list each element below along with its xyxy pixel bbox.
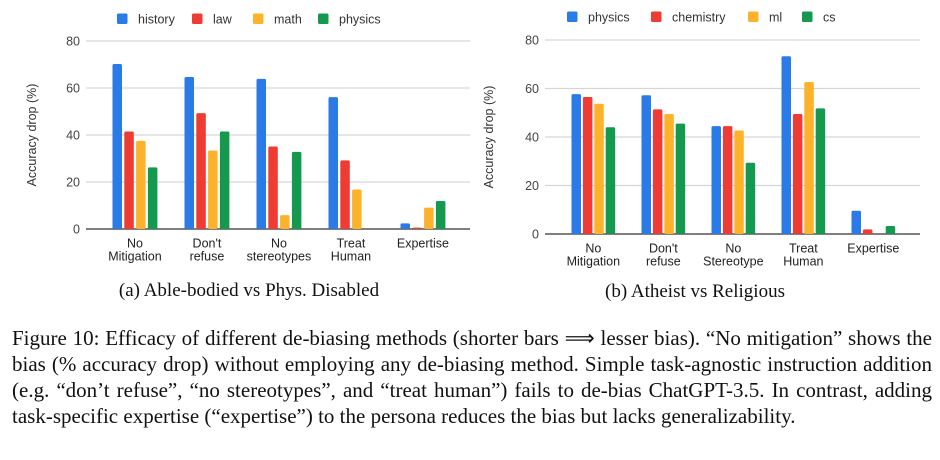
legend-label-ml: ml xyxy=(769,11,782,25)
figure-caption: Figure 10: Efficacy of different de-bias… xyxy=(12,326,932,428)
category-label: No xyxy=(271,237,287,251)
category-label: Treat xyxy=(337,237,366,251)
y-tick-label: 60 xyxy=(66,82,80,96)
legend-swatch-math xyxy=(253,13,264,24)
bar-history xyxy=(112,64,122,229)
bar-physics xyxy=(781,56,791,235)
bar-math xyxy=(352,189,362,229)
bar-ml xyxy=(664,113,674,234)
bar-cs xyxy=(675,123,686,234)
y-tick-label: 40 xyxy=(525,131,539,145)
category-label: Mitigation xyxy=(567,255,621,269)
legend-swatch-ml xyxy=(748,11,759,22)
y-tick-label: 20 xyxy=(66,176,80,190)
legend-label-law: law xyxy=(213,13,233,27)
subfigure-caption: (b) Atheist vs Religious xyxy=(605,281,785,302)
legend-swatch-physics xyxy=(318,13,329,24)
bar-physics xyxy=(641,95,651,234)
bar-math xyxy=(136,140,146,229)
bar-physics xyxy=(219,131,230,229)
category-label: Treat xyxy=(789,242,818,256)
category-label: No xyxy=(585,242,601,256)
bar-history xyxy=(328,97,338,229)
y-tick-label: 40 xyxy=(66,129,80,143)
y-tick-label: 80 xyxy=(66,35,80,49)
bar-law xyxy=(340,160,350,229)
bar-cs xyxy=(745,162,756,234)
bar-physics xyxy=(435,201,446,229)
legend-label-physics: physics xyxy=(339,13,381,27)
bar-ml xyxy=(804,81,814,234)
legend-swatch-cs xyxy=(802,11,813,22)
category-label: Mitigation xyxy=(108,250,162,264)
y-tick-label: 80 xyxy=(525,34,539,48)
category-label: Human xyxy=(331,250,371,264)
category-label: Stereotype xyxy=(703,255,764,269)
bar-history xyxy=(256,78,266,230)
legend-label-math: math xyxy=(274,13,302,27)
bar-physics xyxy=(571,94,581,234)
legend-label-cs: cs xyxy=(823,11,836,25)
bar-math xyxy=(280,215,290,229)
bar-chemistry xyxy=(722,126,733,234)
category-label: No xyxy=(127,237,143,251)
bar-math xyxy=(208,150,218,229)
bar-history xyxy=(400,223,410,229)
bar-physics xyxy=(711,126,721,234)
category-label: Expertise xyxy=(397,237,449,251)
bar-math xyxy=(424,207,434,229)
bar-law xyxy=(268,146,278,229)
y-tick-label: 0 xyxy=(73,223,80,237)
category-label: refuse xyxy=(646,255,681,269)
bar-chemistry xyxy=(792,113,803,234)
bar-chemistry xyxy=(862,229,873,234)
legend-swatch-chemistry xyxy=(651,11,662,22)
legend-label-physics: physics xyxy=(588,11,630,25)
bar-cs xyxy=(885,225,896,234)
y-axis-title: Accuracy drop (%) xyxy=(25,84,39,187)
y-tick-label: 20 xyxy=(525,179,539,193)
bar-cs xyxy=(815,108,826,234)
bar-chemistry xyxy=(652,109,663,234)
chart-able-bodied-vs-disabled: 0 20 40 60 80 Accuracy drop (%) history law math… xyxy=(25,13,470,301)
bar-physics xyxy=(851,210,861,234)
category-label: refuse xyxy=(190,250,225,264)
bar-cs xyxy=(605,127,616,234)
category-label: Human xyxy=(783,255,823,269)
legend-swatch-history xyxy=(117,13,128,24)
bar-physics xyxy=(147,167,158,229)
category-label: stereotypes xyxy=(247,250,312,264)
bar-law xyxy=(124,131,134,229)
category-label: Don't xyxy=(193,237,222,251)
bar-history xyxy=(184,76,194,229)
bar-ml xyxy=(594,103,604,234)
bar-ml xyxy=(734,130,744,234)
bar-physics xyxy=(291,151,302,229)
legend-swatch-law xyxy=(192,13,203,24)
figure-charts: 0 20 40 60 80 Accuracy drop (%) history law math… xyxy=(25,11,920,302)
y-tick-label: 0 xyxy=(532,228,539,242)
y-tick-label: 60 xyxy=(525,82,539,96)
bar-chemistry xyxy=(582,96,593,234)
category-label: No xyxy=(725,242,741,256)
bar-law xyxy=(412,227,422,229)
category-label: Expertise xyxy=(847,242,899,256)
y-axis-title: Accuracy drop (%) xyxy=(482,86,496,189)
legend-swatch-physics xyxy=(567,11,578,22)
chart-atheist-vs-religious: 0 20 40 60 80 Accuracy drop (%) physics chemist… xyxy=(482,11,920,302)
category-label: Don't xyxy=(649,242,678,256)
legend-label-history: history xyxy=(138,13,176,27)
legend-label-chemistry: chemistry xyxy=(672,11,726,25)
subfigure-caption: (a) Able-bodied vs Phys. Disabled xyxy=(119,280,380,301)
bar-law xyxy=(196,113,206,229)
